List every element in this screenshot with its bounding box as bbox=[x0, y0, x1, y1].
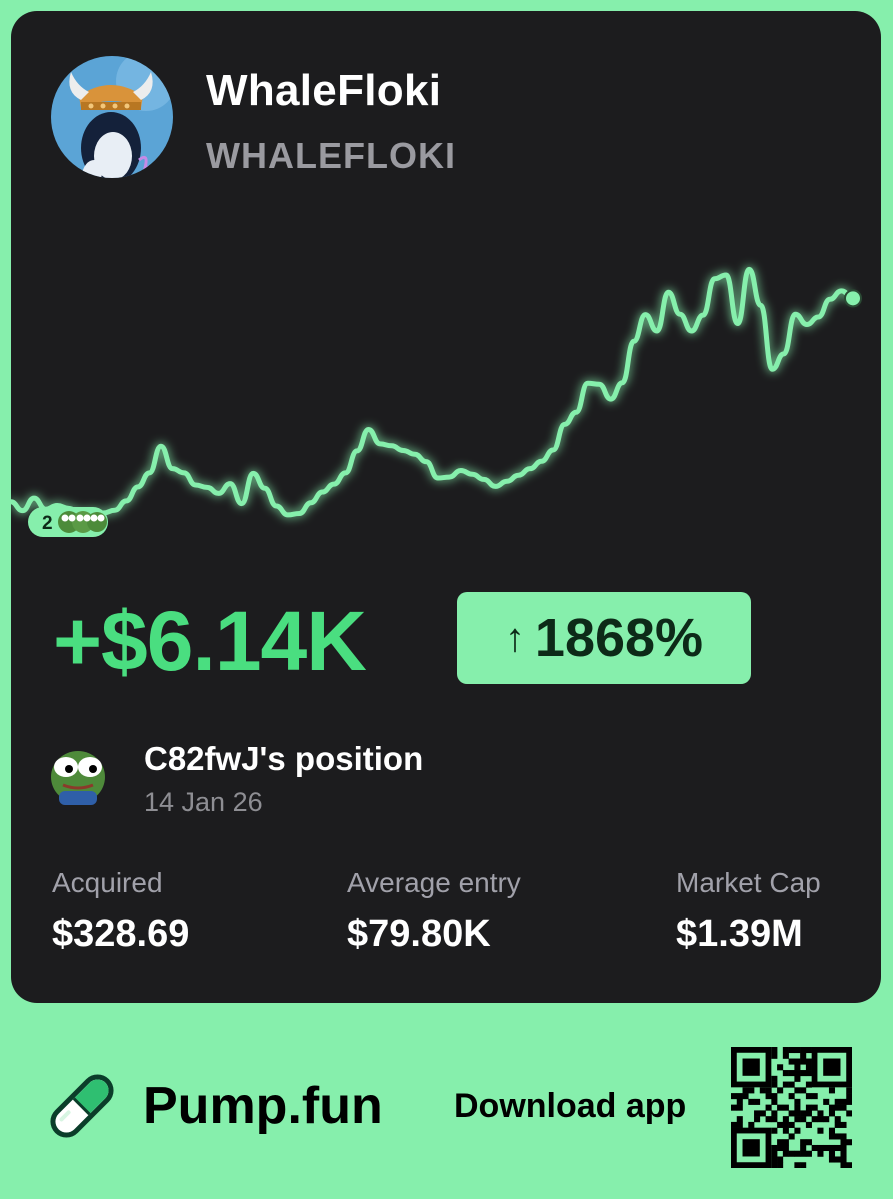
token-avatar bbox=[51, 56, 173, 178]
trade-marker: 2 bbox=[28, 507, 108, 537]
trader-avatar bbox=[49, 743, 107, 805]
token-ticker: WHALEFLOKI bbox=[206, 135, 456, 176]
pepe-faces-icon bbox=[58, 511, 107, 533]
pill-logo-icon bbox=[40, 1064, 124, 1148]
viking-whale-avatar-icon bbox=[51, 56, 173, 178]
stat-value: $328.69 bbox=[52, 913, 190, 955]
stat-label: Market Cap bbox=[676, 867, 821, 898]
stat-market-cap: Market Cap $1.39M bbox=[676, 867, 821, 956]
stat-average-entry: Average entry $79.80K bbox=[347, 867, 521, 956]
stat-value: $79.80K bbox=[347, 913, 491, 955]
stat-label: Acquired bbox=[52, 867, 163, 898]
token-name: WhaleFloki bbox=[206, 66, 442, 115]
trade-marker-count: 2 bbox=[42, 513, 53, 534]
percent-change-value: 1868% bbox=[534, 608, 704, 668]
stat-acquired: Acquired $328.69 bbox=[52, 867, 189, 956]
percent-change-badge: ↑ 1868% bbox=[457, 592, 751, 684]
arrow-up-icon: ↑ bbox=[504, 615, 525, 660]
pepe-frog-icon bbox=[51, 751, 105, 805]
position-date: 14 Jan 26 bbox=[144, 787, 263, 817]
qr-code-icon[interactable] bbox=[731, 1047, 853, 1169]
profit-amount: +$6.14K bbox=[53, 594, 367, 688]
position-title: C82fwJ's position bbox=[144, 740, 424, 777]
stat-label: Average entry bbox=[347, 867, 521, 898]
pnl-card: WhaleFloki WHALEFLOKI 2 +$6.14K ↑ bbox=[11, 11, 881, 1003]
price-line bbox=[11, 266, 854, 518]
current-price-dot bbox=[844, 289, 862, 308]
stat-value: $1.39M bbox=[676, 913, 803, 955]
download-app-link[interactable]: Download app bbox=[454, 1087, 687, 1125]
price-chart: 2 bbox=[11, 266, 862, 537]
brand-name: Pump.fun bbox=[143, 1077, 383, 1135]
